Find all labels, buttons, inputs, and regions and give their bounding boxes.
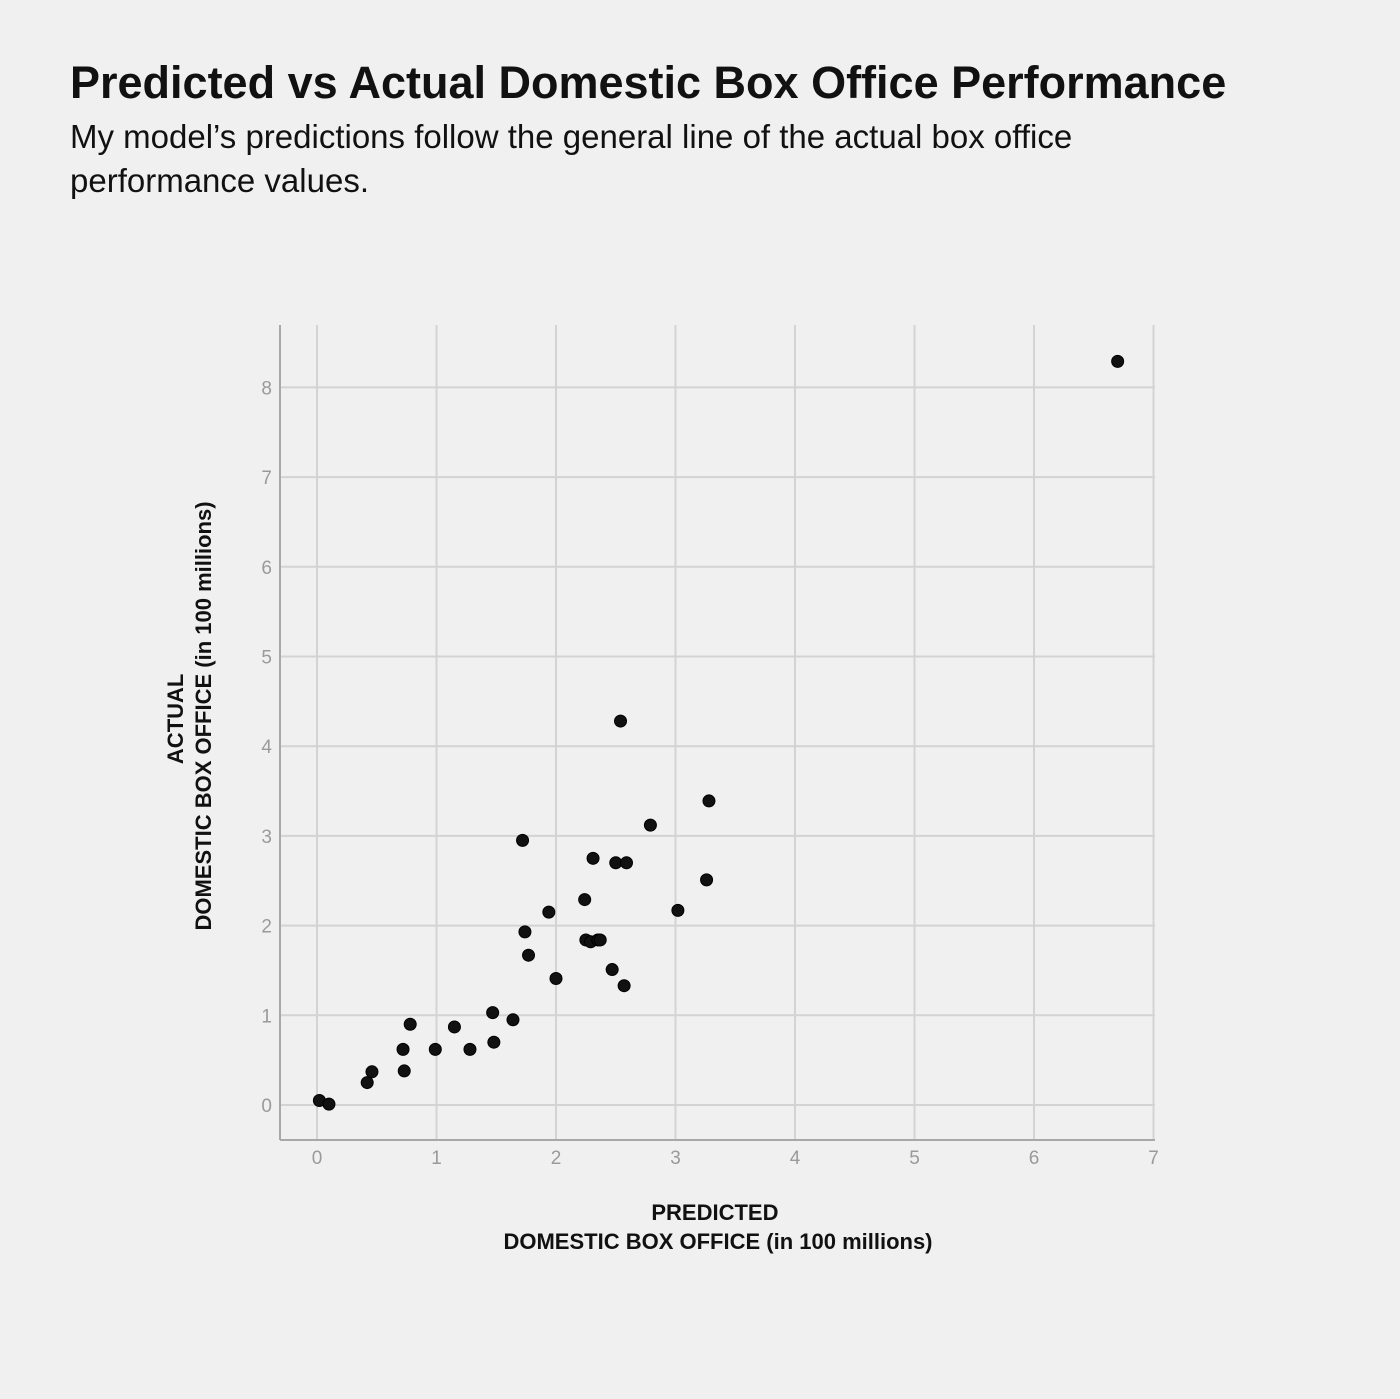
data-point [403,1017,417,1031]
chart-title: Predicted vs Actual Domestic Box Office … [70,57,1227,108]
x-tick-label: 4 [790,1148,801,1169]
x-tick-label: 3 [670,1148,681,1169]
data-point [605,963,619,977]
x-tick-label: 1 [431,1148,442,1169]
y-axis-title-line-2: DOMESTIC BOX OFFICE (in 100 millions) [191,501,216,930]
data-point [487,1035,501,1049]
data-point [397,1064,411,1078]
data-point [609,856,623,870]
y-tick-label: 3 [261,827,272,848]
data-point [617,979,631,993]
y-tick-label: 7 [261,468,272,489]
data-point [486,1006,500,1020]
data-point [578,893,592,907]
data-point [549,972,563,986]
data-point [322,1097,336,1111]
data-point [518,925,532,939]
y-tick-label: 5 [261,648,272,669]
x-axis-title-line-1: PREDICTED [651,1200,778,1225]
y-axis-title: ACTUAL DOMESTIC BOX OFFICE (in 100 milli… [163,501,216,930]
chart-subtitle: My model’s predictions follow the genera… [70,118,1073,199]
x-tick-label: 2 [551,1148,562,1169]
data-point [365,1065,379,1079]
y-tick-label: 2 [261,917,272,938]
y-tick-label: 8 [261,378,272,399]
data-point [428,1042,442,1056]
x-tick-label: 6 [1029,1148,1040,1169]
data-point [1111,354,1125,368]
data-point [702,794,716,808]
data-point [516,833,530,847]
grid-lines [280,325,1155,1140]
data-point [522,948,536,962]
data-point [360,1076,374,1090]
data-points [312,354,1125,1111]
data-point [671,903,685,917]
y-tick-label: 4 [261,737,272,758]
data-point [463,1042,477,1056]
data-point [700,873,714,887]
y-tick-label: 6 [261,558,272,579]
y-axis-title-line-1: ACTUAL [163,674,188,764]
axes [279,325,1155,1141]
data-point [643,818,657,832]
x-tick-label: 7 [1148,1148,1159,1169]
data-point [447,1020,461,1034]
data-point [614,714,628,728]
data-point [396,1042,410,1056]
data-point [542,905,556,919]
tick-labels: 0 1 2 3 4 5 6 7 0 1 2 3 4 5 6 7 8 [261,378,1158,1169]
x-tick-label: 0 [312,1148,323,1169]
data-point [586,851,600,865]
x-tick-label: 5 [909,1148,920,1169]
data-point [506,1013,520,1027]
y-tick-label: 0 [261,1096,272,1117]
data-point [593,933,607,947]
data-point [620,856,634,870]
x-axis-title-line-2: DOMESTIC BOX OFFICE (in 100 millions) [503,1229,932,1254]
x-axis-title: PREDICTED DOMESTIC BOX OFFICE (in 100 mi… [503,1200,932,1254]
y-tick-label: 1 [261,1006,272,1027]
